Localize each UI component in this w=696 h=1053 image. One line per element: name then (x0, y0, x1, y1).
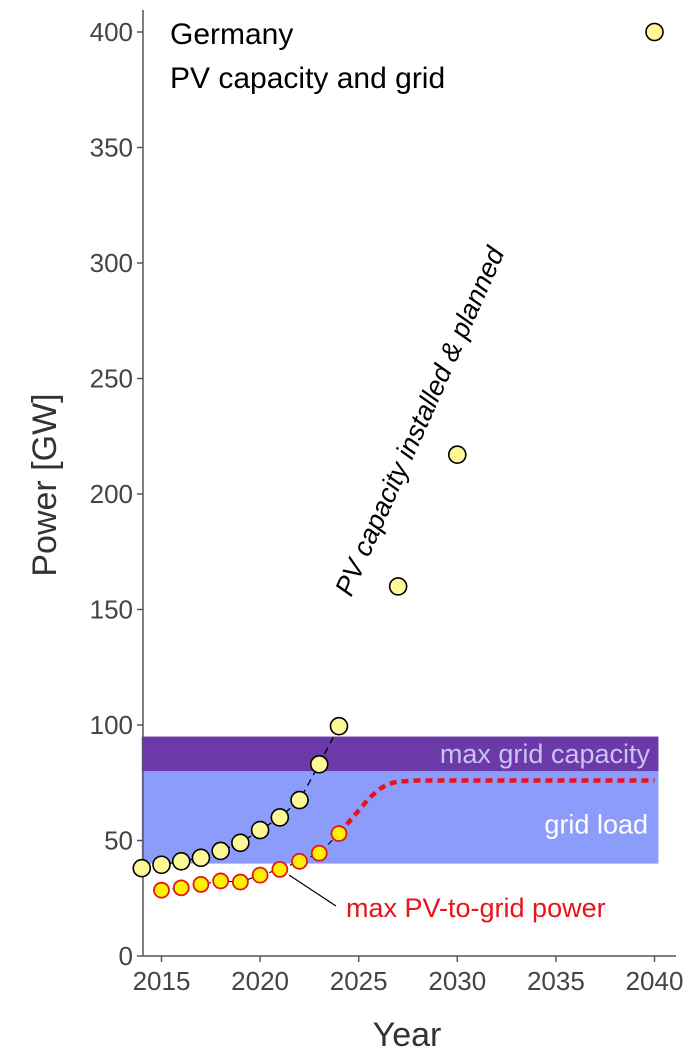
max-pv-to-grid-point (251, 866, 269, 884)
pv-capacity-point (270, 808, 290, 827)
chart-title-line-1: Germany (170, 18, 293, 51)
pv-capacity-point (132, 858, 152, 878)
max-pv-to-grid-point (310, 844, 328, 862)
y-tick-label: 200 (90, 479, 133, 509)
max-pv-to-grid-point (172, 879, 190, 897)
max-pv-to-grid-point (231, 873, 249, 891)
x-axis-title: Year (373, 1016, 442, 1053)
pv-capacity-point (388, 577, 408, 596)
y-tick-label: 100 (90, 710, 133, 740)
max-pv-leader-line (288, 874, 337, 907)
pv-capacity-point (250, 820, 270, 840)
pv-capacity-point (191, 848, 211, 868)
pv-capacity-point (211, 841, 230, 861)
y-tick-label: 350 (90, 133, 133, 163)
max-grid-capacity-band (141, 736, 659, 772)
pv-capacity-point (447, 445, 467, 465)
y-tick-label: 300 (90, 248, 133, 278)
chart-title-line-2: PV capacity and grid (170, 62, 445, 95)
y-tick-label: 400 (90, 17, 133, 47)
x-tick-label: 2020 (231, 966, 289, 996)
max-pv-to-grid-point (291, 852, 308, 870)
y-tick-label: 250 (90, 364, 133, 394)
x-tick-label: 2030 (428, 966, 486, 996)
pv-capacity-point (171, 851, 191, 871)
y-tick-label: 150 (90, 595, 133, 625)
max-pv-to-grid-connector-line (161, 833, 340, 891)
x-tick-label: 2025 (330, 966, 388, 996)
pv-capacity-point (152, 855, 171, 875)
x-tick-label: 2015 (133, 966, 191, 996)
x-tick-label: 2040 (626, 966, 684, 996)
max-grid-capacity-label: max grid capacity (440, 739, 651, 769)
max-pv-to-grid-point (153, 881, 170, 899)
grid-load-label: grid load (544, 809, 648, 839)
x-tick-label: 2035 (527, 966, 585, 996)
max-pv-to-grid-projection-line (337, 778, 655, 836)
max-pv-to-grid-point (330, 825, 348, 842)
y-axis-title: Power [GW] (26, 393, 64, 576)
y-tick-label: 50 (104, 826, 133, 856)
max-pv-to-grid-point (192, 875, 210, 893)
pv-capacity-point (309, 754, 329, 774)
pv-capacity-point (231, 833, 250, 853)
pv-capacity-point (329, 716, 349, 736)
max-pv-to-grid-annotation: max PV-to-grid power (346, 893, 606, 923)
pv-capacity-point (290, 790, 309, 810)
max-pv-to-grid-point (271, 860, 289, 878)
max-pv-to-grid-point (212, 872, 230, 890)
axes-layer: 0 50 100 150 200 250 300 350 400 2015 2020 2025 2030… (90, 10, 684, 996)
y-tick-label: 0 (119, 941, 133, 971)
pv-capacity-point (645, 22, 664, 42)
labels-layer: Germany PV capacity and grid Power [GW] … (26, 18, 606, 1053)
pv-capacity-annotation: PV capacity installed & planned (329, 242, 511, 601)
points-layer (132, 22, 664, 899)
